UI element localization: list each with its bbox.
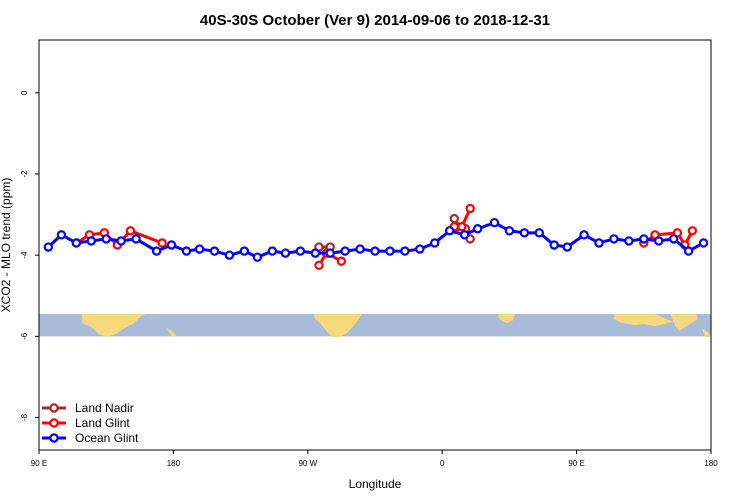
series-layer [43, 203, 709, 270]
y-axis-label: XCO2 - MLO trend (ppm) [0, 178, 13, 313]
data-point-land-glint [314, 260, 324, 270]
data-point-ocean-glint [668, 234, 679, 244]
data-point-land-glint [457, 222, 467, 232]
legend-swatch-marker [49, 418, 59, 428]
data-point-ocean-glint [194, 244, 205, 254]
map-land-2 [81, 314, 146, 338]
data-point-ocean-glint [71, 238, 82, 248]
x-tick-label: 180 [704, 459, 718, 468]
data-point-ocean-glint [415, 244, 425, 254]
data-point-ocean-glint [504, 226, 515, 236]
legend-label: Ocean Glint [75, 431, 139, 445]
data-point-ocean-glint [86, 236, 96, 246]
y-tick-label: -4 [20, 251, 29, 259]
y-tick-label: -2 [20, 170, 29, 178]
series-land-glint [71, 203, 698, 270]
y-tick-label: -8 [20, 413, 29, 421]
x-tick-label: 180 [167, 459, 181, 468]
data-point-ocean-glint [519, 228, 530, 238]
y-tick-label: -6 [20, 332, 29, 340]
x-axis-label: Longitude [349, 477, 402, 491]
data-point-ocean-glint [639, 234, 649, 244]
data-point-land-glint [465, 203, 475, 214]
map-land-7 [669, 314, 698, 332]
data-point-ocean-glint [562, 242, 572, 252]
legend-label: Land Glint [75, 416, 130, 430]
legend-item-land-nadir: Land Nadir [42, 401, 134, 415]
data-point-ocean-glint [310, 248, 320, 258]
data-point-ocean-glint [295, 246, 306, 256]
y-tick-label: 0 [20, 90, 29, 95]
map-land-1 [11, 314, 20, 323]
data-point-ocean-glint [472, 224, 483, 234]
data-point-ocean-glint [609, 234, 619, 244]
map-land-6 [613, 314, 674, 327]
data-point-ocean-glint [325, 248, 335, 258]
legend-swatch-marker [49, 403, 59, 413]
data-point-ocean-glint [151, 246, 162, 256]
data-point-ocean-glint [698, 238, 709, 248]
data-point-land-glint [336, 256, 347, 266]
data-point-ocean-glint [624, 236, 634, 246]
data-point-ocean-glint [101, 234, 111, 244]
data-point-ocean-glint [239, 246, 250, 256]
data-point-ocean-glint [43, 242, 54, 252]
data-point-ocean-glint [444, 226, 455, 236]
data-point-ocean-glint [181, 246, 192, 256]
x-tick-label: 90 W [298, 459, 317, 468]
x-tick-label: 90 E [31, 459, 47, 468]
data-point-land-glint [687, 226, 698, 236]
x-tick-label: 90 E [568, 459, 584, 468]
x-axis: 90 E 180 90 W 0 90 E 180 [31, 450, 718, 468]
map-land-8 [701, 328, 711, 338]
data-point-ocean-glint [579, 230, 589, 240]
data-point-ocean-glint [370, 246, 380, 256]
data-point-ocean-glint [166, 240, 177, 250]
data-point-land-glint [125, 226, 136, 236]
data-point-ocean-glint [400, 246, 410, 256]
legend-item-ocean-glint: Ocean Glint [42, 431, 139, 445]
map-land-5 [498, 314, 515, 324]
data-point-ocean-glint [594, 238, 604, 248]
data-point-ocean-glint [459, 230, 470, 240]
data-point-ocean-glint [252, 252, 263, 262]
data-point-ocean-glint [224, 250, 235, 260]
data-point-ocean-glint [430, 238, 440, 248]
data-point-ocean-glint [131, 234, 141, 244]
legend-swatch-marker [49, 433, 59, 443]
data-point-ocean-glint [549, 240, 559, 250]
data-point-ocean-glint [654, 236, 664, 246]
chart-title: 40S-30S October (Ver 9) 2014-09-06 to 20… [200, 12, 550, 29]
data-point-ocean-glint [116, 236, 126, 246]
map-land-3 [165, 328, 178, 338]
series-ocean-glint [43, 217, 709, 262]
data-point-land-glint [157, 238, 167, 248]
data-point-ocean-glint [280, 248, 291, 258]
data-point-land-nadir [449, 213, 460, 224]
y-axis: 0 -2 -4 -6 -8 [20, 90, 39, 421]
legend-label: Land Nadir [75, 401, 134, 415]
plot-frame [38, 39, 712, 451]
data-point-ocean-glint [267, 246, 278, 256]
data-point-ocean-glint [56, 230, 67, 240]
data-point-ocean-glint [489, 217, 500, 228]
x-tick-label: 0 [440, 459, 445, 468]
data-point-ocean-glint [209, 246, 220, 256]
map-land-4 [313, 314, 362, 338]
data-point-ocean-glint [683, 246, 694, 256]
data-point-ocean-glint [340, 246, 350, 256]
data-point-ocean-glint [385, 246, 395, 256]
data-point-ocean-glint [534, 228, 544, 238]
data-point-ocean-glint [355, 244, 365, 254]
legend-item-land-glint: Land Glint [42, 416, 130, 430]
map-strip [11, 314, 711, 338]
map-ocean [39, 314, 711, 337]
